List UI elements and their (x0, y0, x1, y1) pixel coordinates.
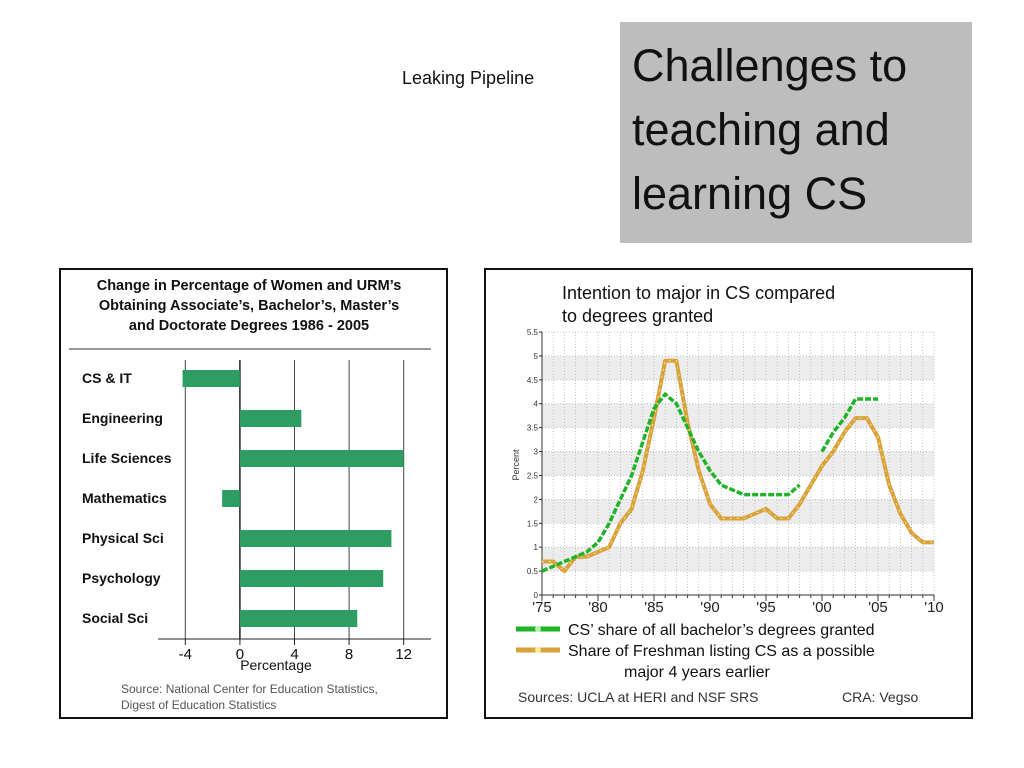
bar-chart: Change in Percentage of Women and URM’s … (69, 278, 431, 712)
category-label-engineering: Engineering (82, 410, 163, 426)
y-tick-label: 4.5 (527, 376, 539, 385)
category-label-cs-it: CS & IT (82, 370, 132, 386)
slide-title-line-1: Challenges to (632, 40, 908, 91)
category-label-life-sciences: Life Sciences (82, 450, 172, 466)
bar-social-sci (239, 610, 358, 627)
y-tick-label: 1 (534, 543, 539, 552)
bar-mathematics (222, 490, 240, 507)
y-tick-label: 1.5 (527, 519, 539, 528)
x-tick-label: '75 (532, 599, 552, 616)
bar-chart-title-line-3: and Doctorate Degrees 1986 - 2005 (129, 318, 369, 334)
slide-title-box: Challenges to teaching and learning CS (620, 22, 972, 243)
x-tick-label: 0 (236, 646, 244, 663)
legend-label-freshman: Share of Freshman listing CS as a possib… (568, 643, 875, 660)
bar-chart-title-line-2: Obtaining Associate’s, Bachelor’s, Maste… (99, 298, 399, 314)
category-label-social-sci: Social Sci (82, 610, 148, 626)
line-chart-ylabel: Percent (511, 449, 521, 481)
bar-chart-plot: -4 0 4 8 12 CS & IT Engineering Life Sciences Ma… (82, 360, 431, 663)
cs-share-line-2 (820, 397, 878, 453)
legend-label-freshman-cont: major 4 years earlier (624, 664, 771, 681)
slide-title-line-2: teaching and (632, 104, 890, 155)
line-chart-sources: Sources: UCLA at HERI and NSF SRS (518, 689, 758, 705)
category-label-physical-sci: Physical Sci (82, 530, 164, 546)
grid-band (542, 451, 934, 476)
grid-band (542, 499, 934, 524)
grid-band (542, 547, 934, 572)
x-tick-label: '80 (588, 599, 608, 616)
slide-title-line-3: learning CS (632, 168, 868, 219)
x-tick-label: '90 (700, 599, 720, 616)
x-tick-label: '10 (924, 599, 944, 616)
x-tick-label: '85 (644, 599, 664, 616)
y-tick-label: 5.5 (527, 328, 539, 337)
bar-chart-panel: Change in Percentage of Women and URM’s … (59, 268, 448, 719)
line-chart-title-line-2: to degrees granted (562, 306, 713, 326)
x-tick-label: '95 (756, 599, 776, 616)
y-tick-label: 3 (534, 448, 539, 457)
y-tick-label: 5 (534, 352, 539, 361)
bar-physical-sci (239, 530, 392, 547)
y-tick-label: 3.5 (527, 424, 539, 433)
legend-marker-cs-share-line (535, 626, 541, 632)
line-chart-title-line-1: Intention to major in CS compared (562, 283, 835, 303)
bar-psychology (239, 570, 384, 587)
y-tick-label: 2.5 (527, 471, 539, 480)
legend-marker-freshman-intent-line (535, 647, 541, 653)
grid-band (542, 355, 934, 380)
legend-label-cs-share: CS’ share of all bachelor’s degrees gran… (568, 622, 875, 639)
bar-chart-xlabel: Percentage (240, 657, 312, 673)
line-chart-plot: 0 0.5 1 1.5 2 2.5 3 3.5 4 4.5 5 5.5 '75 '80 '85 '90 '95 '… (516, 328, 944, 653)
bar-chart-title-line-1: Change in Percentage of Women and URM’s (97, 278, 402, 294)
line-chart-credit: CRA: Vegso (842, 689, 918, 705)
cs-share-line-1 (541, 392, 801, 573)
y-tick-label: 0 (534, 591, 539, 600)
y-tick-label: 4 (534, 400, 539, 409)
category-label-psychology: Psychology (82, 570, 161, 586)
grid-band (542, 403, 934, 428)
y-tick-label: 2 (534, 495, 539, 504)
bar-engineering (239, 410, 302, 427)
x-tick-label: '00 (812, 599, 832, 616)
bar-chart-source-line-2: Digest of Education Statistics (121, 698, 276, 712)
x-tick-label: 4 (290, 646, 298, 663)
x-tick-label: 8 (345, 646, 353, 663)
category-label-mathematics: Mathematics (82, 490, 167, 506)
line-chart-panel: Intention to major in CS compared to deg… (484, 268, 973, 719)
bar-life-sciences (239, 450, 404, 467)
freshman-intent-line-dots-1 (542, 360, 934, 572)
bar-chart-source-line-1: Source: National Center for Education St… (121, 682, 378, 696)
x-tick-label: -4 (179, 646, 192, 663)
x-tick-label: 12 (395, 646, 412, 663)
y-tick-label: 0.5 (527, 567, 539, 576)
slide-subtitle: Leaking Pipeline (402, 68, 535, 88)
bar-cs-it (182, 370, 240, 387)
x-tick-label: '05 (868, 599, 888, 616)
line-chart: Intention to major in CS compared to deg… (511, 283, 944, 705)
